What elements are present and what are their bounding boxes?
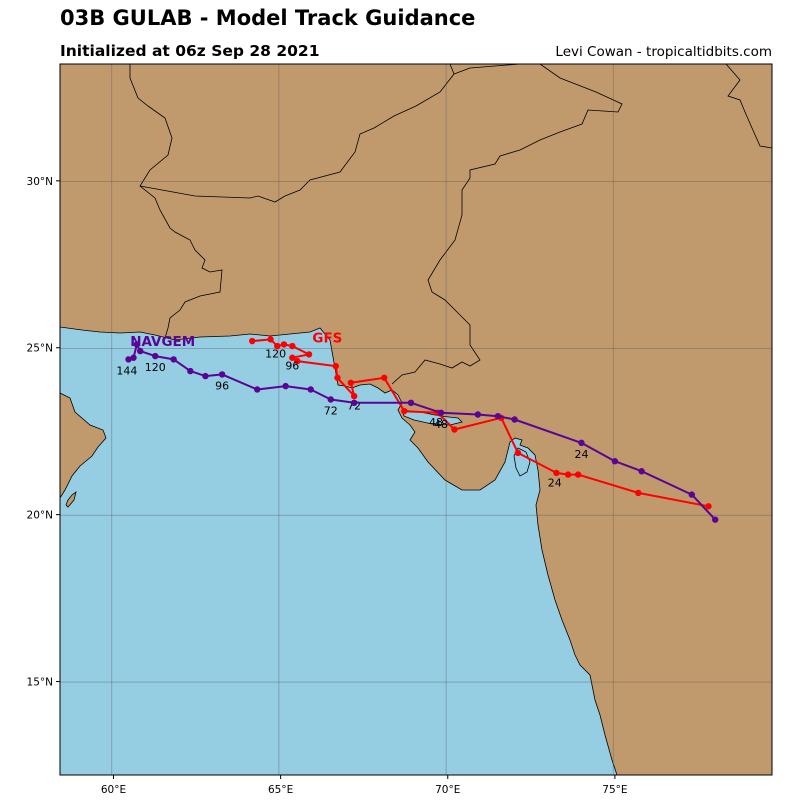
- navgem-track-point: [282, 382, 289, 390]
- lat-tick-label: 15°N: [27, 677, 53, 689]
- border-iran-afghanistan: [129, 64, 223, 339]
- navgem-track-point: [202, 372, 209, 380]
- gfs-track-point: [350, 392, 358, 400]
- chart-title: 03B GULAB - Model Track Guidance: [60, 6, 476, 30]
- lat-tick-label: 25°N: [27, 343, 53, 355]
- lon-tick-label: 75°E: [602, 784, 627, 796]
- gfs-track-point: [289, 354, 296, 361]
- navgem-track-point: [638, 468, 645, 475]
- navgem-track-point: [494, 412, 502, 420]
- navgem-track-point: [611, 458, 619, 465]
- gfs-track-point: [381, 374, 388, 381]
- gfs-track-point: [514, 449, 522, 457]
- navgem-track-point: [407, 399, 415, 407]
- navgem-track-point: [187, 367, 194, 375]
- navgem-track-point: [152, 352, 159, 360]
- gfs-track-point: [289, 342, 296, 350]
- navgem-track-point: [170, 356, 177, 363]
- gfs-track-point: [294, 357, 301, 365]
- lon-tick-label: 65°E: [268, 784, 293, 796]
- gfs-track-point: [574, 471, 582, 478]
- lon-tick-label: 70°E: [435, 784, 460, 796]
- navgem-track-point: [130, 354, 137, 361]
- navgem-track-point: [578, 439, 585, 447]
- navgem-model-label: NAVGEM: [130, 334, 195, 350]
- gfs-track-point: [451, 426, 458, 433]
- navgem-forecast-hour-label: 24: [574, 448, 588, 461]
- gfs-track-point: [334, 374, 341, 381]
- gfs-track-point: [267, 336, 274, 343]
- land-oman: [60, 392, 107, 499]
- gfs-track-point: [564, 471, 572, 478]
- gfs-track-point: [347, 379, 355, 386]
- border-east: [725, 64, 772, 149]
- plot-frame: [59, 63, 773, 776]
- navgem-track-point: [125, 356, 132, 363]
- navgem-track-point: [133, 341, 141, 348]
- navgem-forecast-hour-label: 96: [215, 379, 229, 392]
- graticule: [60, 64, 772, 775]
- navgem-track-point: [254, 386, 261, 393]
- navgem-track-point: [511, 416, 518, 423]
- navgem-track-point: [711, 516, 719, 523]
- gfs-model-label: GFS: [312, 331, 342, 347]
- gfs-forecast-hour-label: 120: [265, 348, 286, 361]
- navgem-forecast-hour-label: 48: [434, 418, 448, 431]
- gfs-track-point: [705, 503, 712, 510]
- gfs-track-point: [553, 469, 560, 477]
- navgem-track-point: [327, 396, 334, 403]
- gfs-track-point: [635, 489, 642, 497]
- navgem-forecast-hour-label: 144: [116, 364, 137, 377]
- gfs-forecast-hour-label: 96: [285, 359, 299, 372]
- gfs-track-point: [274, 342, 281, 350]
- lat-tick-label: 20°N: [27, 510, 53, 522]
- land-masirah: [65, 491, 77, 508]
- lat-tick-label: 30°N: [27, 176, 53, 188]
- gfs-track-point: [280, 341, 288, 348]
- navgem-track-point: [688, 491, 695, 498]
- navgem-forecast-hour-label: 72: [324, 404, 338, 417]
- navgem-track-point: [137, 347, 144, 355]
- gfs-track-point: [332, 362, 339, 370]
- navgem-track-point: [307, 386, 314, 393]
- credit-text: Levi Cowan - tropicaltidbits.com: [555, 44, 772, 60]
- navgem-forecast-hour-label: 120: [145, 361, 166, 374]
- navgem-track-point: [350, 399, 358, 407]
- gfs-track-point: [305, 351, 313, 358]
- lon-tick-label: 60°E: [101, 784, 126, 796]
- navgem-track-point: [474, 411, 482, 418]
- gfs-track-point: [249, 337, 256, 345]
- navgem-track-point: [218, 371, 226, 378]
- border-pakistan-india: [391, 177, 481, 385]
- border-afghanistan-pakistan: [139, 64, 455, 203]
- gfs-forecast-hour-label: 24: [548, 476, 562, 489]
- gfs-forecast-hour-label: 48: [429, 416, 443, 429]
- border-north: [453, 64, 623, 178]
- gfs-track-point: [401, 407, 408, 415]
- navgem-track-point: [437, 409, 445, 417]
- init-time-subtitle: Initialized at 06z Sep 28 2021: [60, 42, 320, 60]
